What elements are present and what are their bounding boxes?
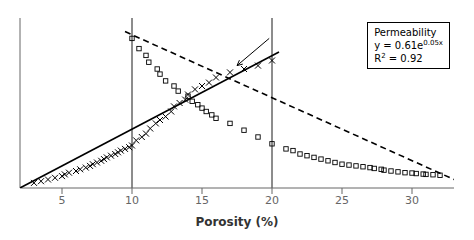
svg-text:10: 10	[125, 194, 139, 207]
svg-text:15: 15	[195, 194, 209, 207]
html-text:Permeability: Permeability	[374, 27, 437, 38]
svg-text:20: 20	[265, 194, 279, 207]
svg-text:Porosity (%): Porosity (%)	[195, 215, 278, 229]
svg-text:25: 25	[335, 194, 349, 207]
html-text:y = 0.61e0.05x: y = 0.61e0.05x	[374, 38, 443, 51]
svg-text:30: 30	[405, 194, 419, 207]
svg-text:5: 5	[59, 194, 66, 207]
html-text:R2= 0.92: R2= 0.92	[374, 51, 423, 64]
